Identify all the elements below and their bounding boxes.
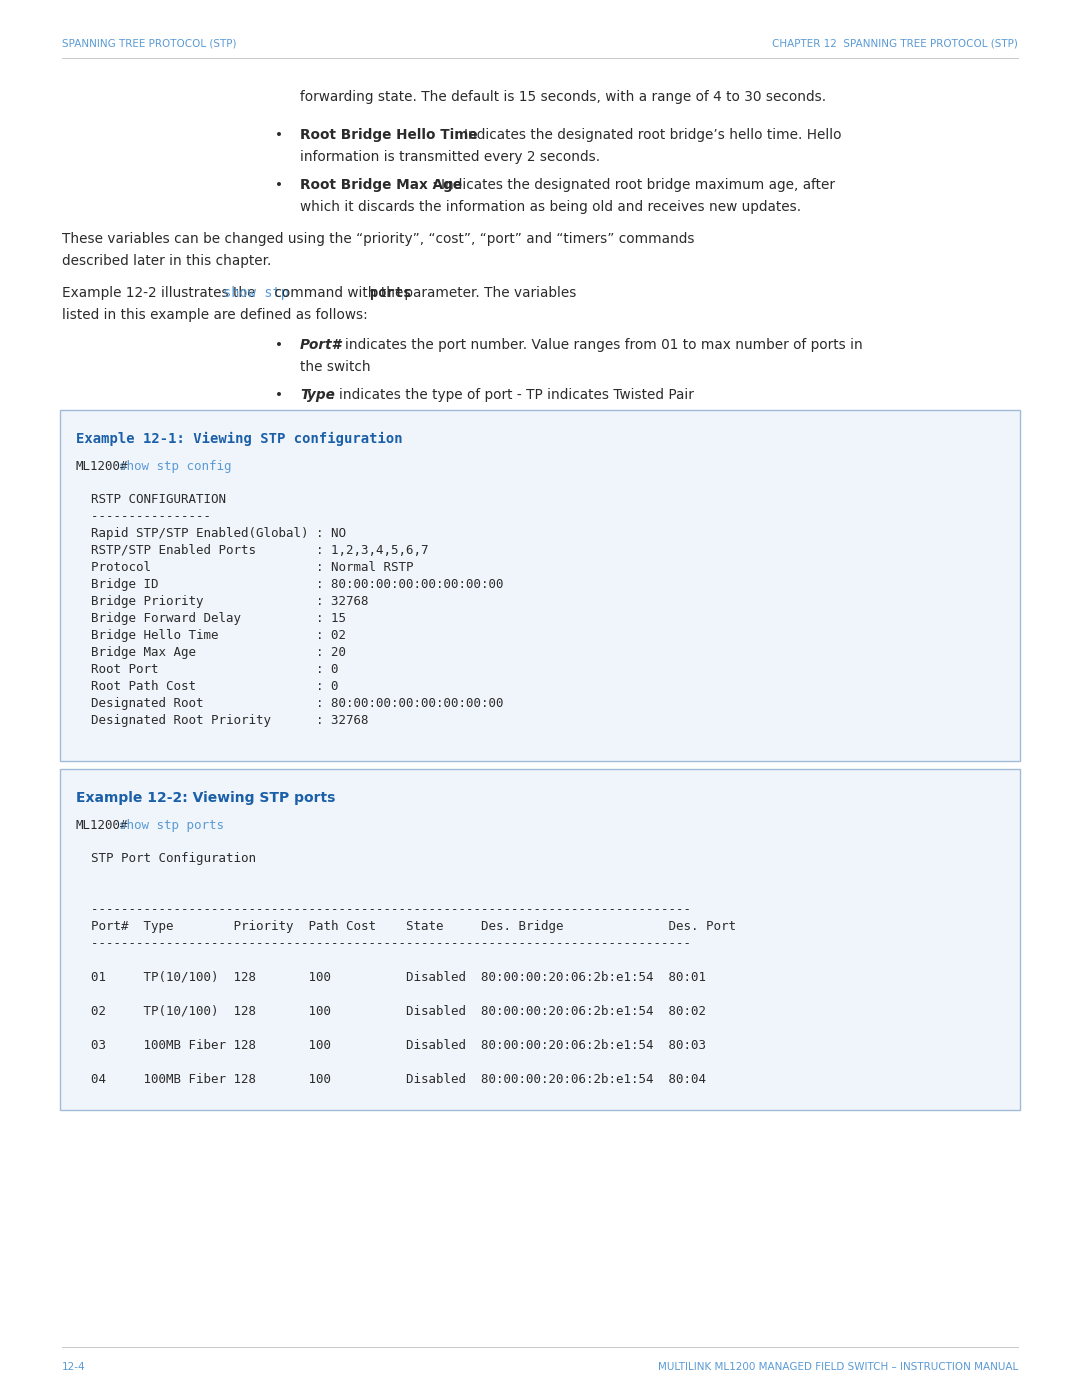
Text: ML1200#: ML1200# — [76, 819, 129, 833]
Text: ports: ports — [370, 286, 411, 300]
Text: : Indicates the designated root bridge’s hello time. Hello: : Indicates the designated root bridge’s… — [455, 129, 841, 142]
Text: : Indicates the designated root bridge maximum age, after: : Indicates the designated root bridge m… — [432, 177, 835, 191]
Text: •: • — [275, 388, 283, 402]
Text: MULTILINK ML1200 MANAGED FIELD SWITCH – INSTRUCTION MANUAL: MULTILINK ML1200 MANAGED FIELD SWITCH – … — [658, 1362, 1018, 1372]
Text: Port#: Port# — [300, 338, 342, 352]
Text: Bridge Hello Time             : 02: Bridge Hello Time : 02 — [76, 629, 346, 643]
Text: Example 12-2 illustrates the: Example 12-2 illustrates the — [62, 286, 260, 300]
Text: Designated Root Priority      : 32768: Designated Root Priority : 32768 — [76, 714, 368, 726]
Text: show stp config: show stp config — [119, 460, 231, 474]
Text: Bridge Priority               : 32768: Bridge Priority : 32768 — [76, 595, 368, 608]
Text: SPANNING TREE PROTOCOL (STP): SPANNING TREE PROTOCOL (STP) — [62, 38, 237, 47]
Text: : indicates the port number. Value ranges from 01 to max number of ports in: : indicates the port number. Value range… — [336, 338, 863, 352]
Text: 02     TP(10/100)  128       100          Disabled  80:00:00:20:06:2b:e1:54  80:: 02 TP(10/100) 128 100 Disabled 80:00:00:… — [76, 1004, 706, 1018]
Text: Example 12-2: Viewing STP ports: Example 12-2: Viewing STP ports — [76, 791, 336, 805]
Text: Bridge ID                     : 80:00:00:00:00:00:00:00: Bridge ID : 80:00:00:00:00:00:00:00 — [76, 578, 503, 591]
Text: Protocol                      : Normal RSTP: Protocol : Normal RSTP — [76, 562, 414, 574]
Text: Root Bridge Max Age: Root Bridge Max Age — [300, 177, 462, 191]
Text: •: • — [275, 129, 283, 142]
Text: ----------------: ---------------- — [76, 510, 211, 522]
Text: Rapid STP/STP Enabled(Global) : NO: Rapid STP/STP Enabled(Global) : NO — [76, 527, 346, 541]
Text: listed in this example are defined as follows:: listed in this example are defined as fo… — [62, 307, 368, 321]
Text: STP Port Configuration: STP Port Configuration — [76, 852, 256, 865]
Text: Root Port                     : 0: Root Port : 0 — [76, 664, 338, 676]
Text: which it discards the information as being old and receives new updates.: which it discards the information as bei… — [300, 200, 801, 214]
Text: Root Path Cost                : 0: Root Path Cost : 0 — [76, 680, 338, 693]
Text: ML1200#: ML1200# — [76, 460, 129, 474]
Text: Port#  Type        Priority  Path Cost    State     Des. Bridge              Des: Port# Type Priority Path Cost State Des.… — [76, 921, 735, 933]
Text: Bridge Max Age                : 20: Bridge Max Age : 20 — [76, 645, 346, 659]
Text: 12-4: 12-4 — [62, 1362, 85, 1372]
Text: : indicates the type of port - TP indicates Twisted Pair: : indicates the type of port - TP indica… — [330, 388, 693, 402]
Text: command with the: command with the — [270, 286, 408, 300]
Text: described later in this chapter.: described later in this chapter. — [62, 254, 271, 268]
Text: 03     100MB Fiber 128       100          Disabled  80:00:00:20:06:2b:e1:54  80:: 03 100MB Fiber 128 100 Disabled 80:00:00… — [76, 1039, 706, 1052]
Text: Root Bridge Hello Time: Root Bridge Hello Time — [300, 129, 477, 142]
Text: •: • — [275, 177, 283, 191]
Text: parameter. The variables: parameter. The variables — [400, 286, 576, 300]
FancyBboxPatch shape — [60, 409, 1020, 761]
Text: --------------------------------------------------------------------------------: ----------------------------------------… — [76, 937, 691, 950]
Text: forwarding state. The default is 15 seconds, with a range of 4 to 30 seconds.: forwarding state. The default is 15 seco… — [300, 89, 826, 103]
Text: CHAPTER 12  SPANNING TREE PROTOCOL (STP): CHAPTER 12 SPANNING TREE PROTOCOL (STP) — [772, 38, 1018, 47]
Text: RSTP CONFIGURATION: RSTP CONFIGURATION — [76, 493, 226, 506]
FancyBboxPatch shape — [60, 768, 1020, 1111]
Text: •: • — [275, 338, 283, 352]
Text: 01     TP(10/100)  128       100          Disabled  80:00:00:20:06:2b:e1:54  80:: 01 TP(10/100) 128 100 Disabled 80:00:00:… — [76, 971, 706, 983]
Text: --------------------------------------------------------------------------------: ----------------------------------------… — [76, 902, 691, 916]
Text: the switch: the switch — [300, 360, 370, 374]
Text: RSTP/STP Enabled Ports        : 1,2,3,4,5,6,7: RSTP/STP Enabled Ports : 1,2,3,4,5,6,7 — [76, 543, 429, 557]
Text: Bridge Forward Delay          : 15: Bridge Forward Delay : 15 — [76, 612, 346, 624]
Text: Type: Type — [300, 388, 335, 402]
Text: These variables can be changed using the “priority”, “cost”, “port” and “timers”: These variables can be changed using the… — [62, 232, 694, 246]
Text: Example 12-1: Viewing STP configuration: Example 12-1: Viewing STP configuration — [76, 432, 403, 446]
Text: show stp ports: show stp ports — [119, 819, 224, 833]
Text: 04     100MB Fiber 128       100          Disabled  80:00:00:20:06:2b:e1:54  80:: 04 100MB Fiber 128 100 Disabled 80:00:00… — [76, 1073, 706, 1085]
Text: Designated Root               : 80:00:00:00:00:00:00:00: Designated Root : 80:00:00:00:00:00:00:0… — [76, 697, 503, 710]
Text: information is transmitted every 2 seconds.: information is transmitted every 2 secon… — [300, 149, 600, 163]
Text: show stp: show stp — [222, 286, 289, 300]
